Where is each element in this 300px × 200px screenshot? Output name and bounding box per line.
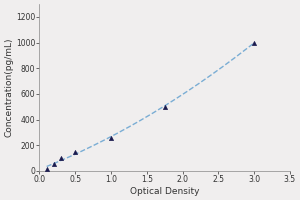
X-axis label: Optical Density: Optical Density xyxy=(130,187,200,196)
Y-axis label: Concentration(pg/mL): Concentration(pg/mL) xyxy=(4,38,13,137)
